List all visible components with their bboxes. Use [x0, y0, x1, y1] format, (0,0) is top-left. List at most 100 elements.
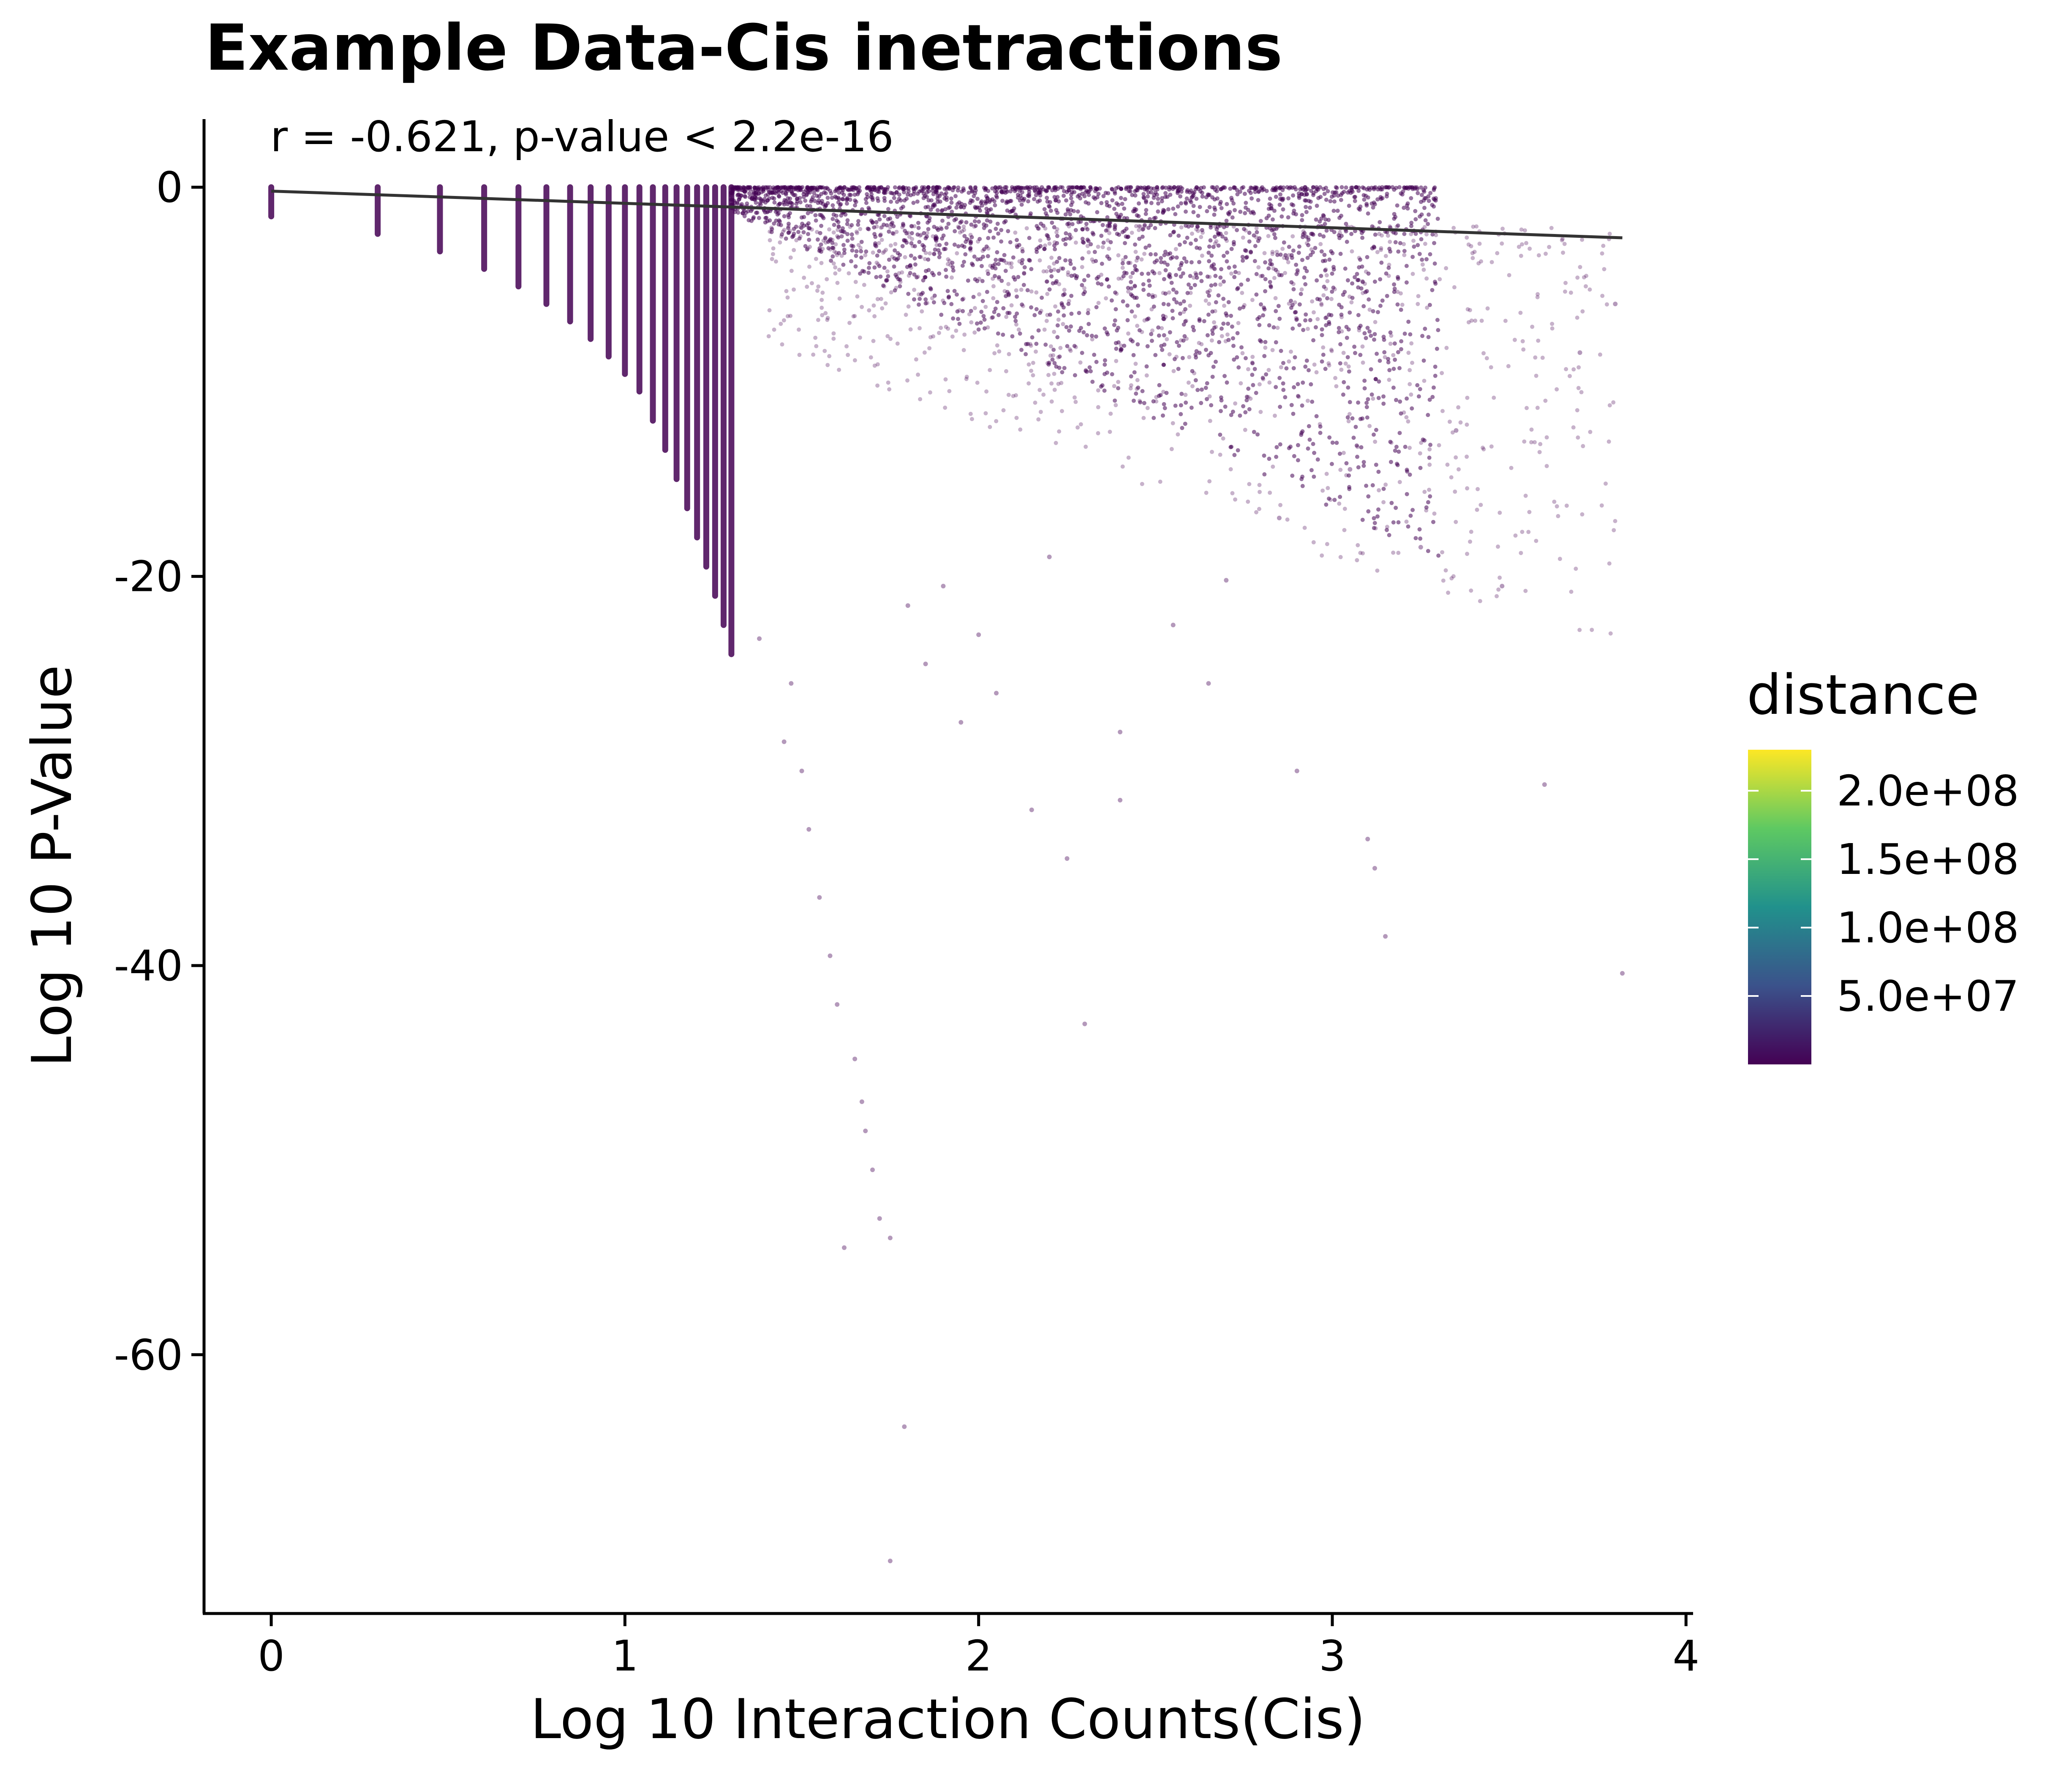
data-point	[986, 325, 990, 330]
data-point	[1346, 385, 1350, 390]
data-point	[1142, 224, 1147, 229]
data-point	[1188, 241, 1193, 246]
data-point	[1104, 296, 1108, 301]
data-point	[866, 270, 871, 275]
data-point	[1126, 286, 1130, 290]
data-point	[1417, 527, 1422, 532]
data-point	[1393, 240, 1398, 245]
data-point	[1062, 366, 1067, 370]
data-point	[1066, 185, 1071, 190]
data-point	[784, 289, 789, 294]
data-point	[874, 224, 879, 229]
data-point	[1057, 282, 1062, 286]
data-point	[1295, 268, 1300, 273]
data-point	[1271, 266, 1276, 271]
data-point	[1381, 335, 1386, 339]
color-legend: distance 5.0e+071.0e+081.5e+082.0e+08	[1747, 663, 2019, 1064]
data-point	[1088, 185, 1093, 190]
data-point	[954, 329, 958, 333]
data-point	[1372, 526, 1376, 531]
data-point	[1375, 250, 1380, 254]
data-point	[1331, 209, 1336, 213]
data-point	[1176, 185, 1181, 190]
data-point	[1232, 357, 1236, 362]
data-point	[1219, 398, 1224, 403]
data-point	[1426, 335, 1431, 340]
data-point	[1241, 305, 1246, 310]
data-point	[1402, 242, 1406, 246]
data-point	[1220, 334, 1224, 338]
data-point	[1184, 223, 1188, 228]
data-point	[1342, 190, 1346, 194]
data-point	[1062, 193, 1066, 198]
data-point	[1388, 239, 1392, 244]
data-point	[1402, 231, 1407, 236]
data-point	[1361, 280, 1365, 284]
data-point	[1396, 223, 1400, 228]
data-point	[842, 247, 847, 252]
data-point	[884, 248, 888, 252]
data-point	[1168, 233, 1173, 237]
colorbar-tick-label: 1.0e+08	[1837, 903, 2019, 952]
data-point	[1206, 192, 1210, 197]
data-point	[1388, 249, 1393, 254]
data-point	[1099, 201, 1104, 205]
data-point	[1144, 364, 1149, 369]
data-point	[1026, 362, 1031, 367]
data-point	[1456, 405, 1461, 410]
data-point	[934, 238, 939, 243]
data-point	[918, 326, 922, 331]
data-point	[1207, 205, 1212, 210]
data-point	[1361, 360, 1365, 365]
data-point	[1323, 267, 1328, 272]
data-point	[1324, 315, 1329, 320]
data-point	[1362, 386, 1367, 391]
data-point	[1084, 368, 1088, 373]
data-point	[1379, 248, 1383, 252]
data-point	[1152, 271, 1157, 276]
data-point	[754, 210, 758, 215]
data-point	[820, 290, 825, 295]
data-point	[1114, 291, 1119, 296]
data-point	[1408, 368, 1412, 373]
data-point	[958, 720, 964, 725]
data-point	[1373, 377, 1378, 381]
data-point	[1319, 274, 1323, 278]
data-point	[1243, 248, 1247, 253]
data-point	[1082, 278, 1086, 283]
data-point	[1394, 398, 1398, 403]
data-point	[1082, 1021, 1087, 1026]
data-point	[1337, 230, 1342, 235]
data-point	[927, 346, 932, 351]
data-point	[1362, 197, 1367, 202]
data-point	[1145, 194, 1150, 199]
data-point	[1219, 267, 1223, 272]
data-point	[1557, 557, 1562, 561]
data-point	[993, 203, 997, 207]
data-point	[1563, 280, 1568, 285]
data-point	[985, 210, 989, 215]
data-point	[1568, 374, 1572, 378]
data-point	[1047, 241, 1052, 246]
data-point	[1247, 482, 1252, 487]
data-point	[1018, 427, 1023, 432]
data-point	[979, 201, 983, 205]
data-point	[1367, 424, 1372, 428]
data-point	[836, 235, 841, 240]
data-point	[1038, 238, 1043, 243]
data-point	[1184, 259, 1189, 264]
data-point	[1078, 360, 1083, 365]
data-point	[799, 768, 804, 773]
data-point	[1563, 289, 1567, 294]
data-point	[1258, 410, 1263, 414]
data-point	[873, 234, 878, 239]
data-point	[1341, 351, 1346, 355]
data-point	[1419, 185, 1424, 190]
data-point	[1220, 234, 1225, 239]
data-point	[904, 313, 908, 317]
data-point	[1160, 196, 1165, 201]
data-point	[1080, 227, 1085, 231]
data-point	[1263, 277, 1268, 281]
data-point	[770, 257, 774, 261]
